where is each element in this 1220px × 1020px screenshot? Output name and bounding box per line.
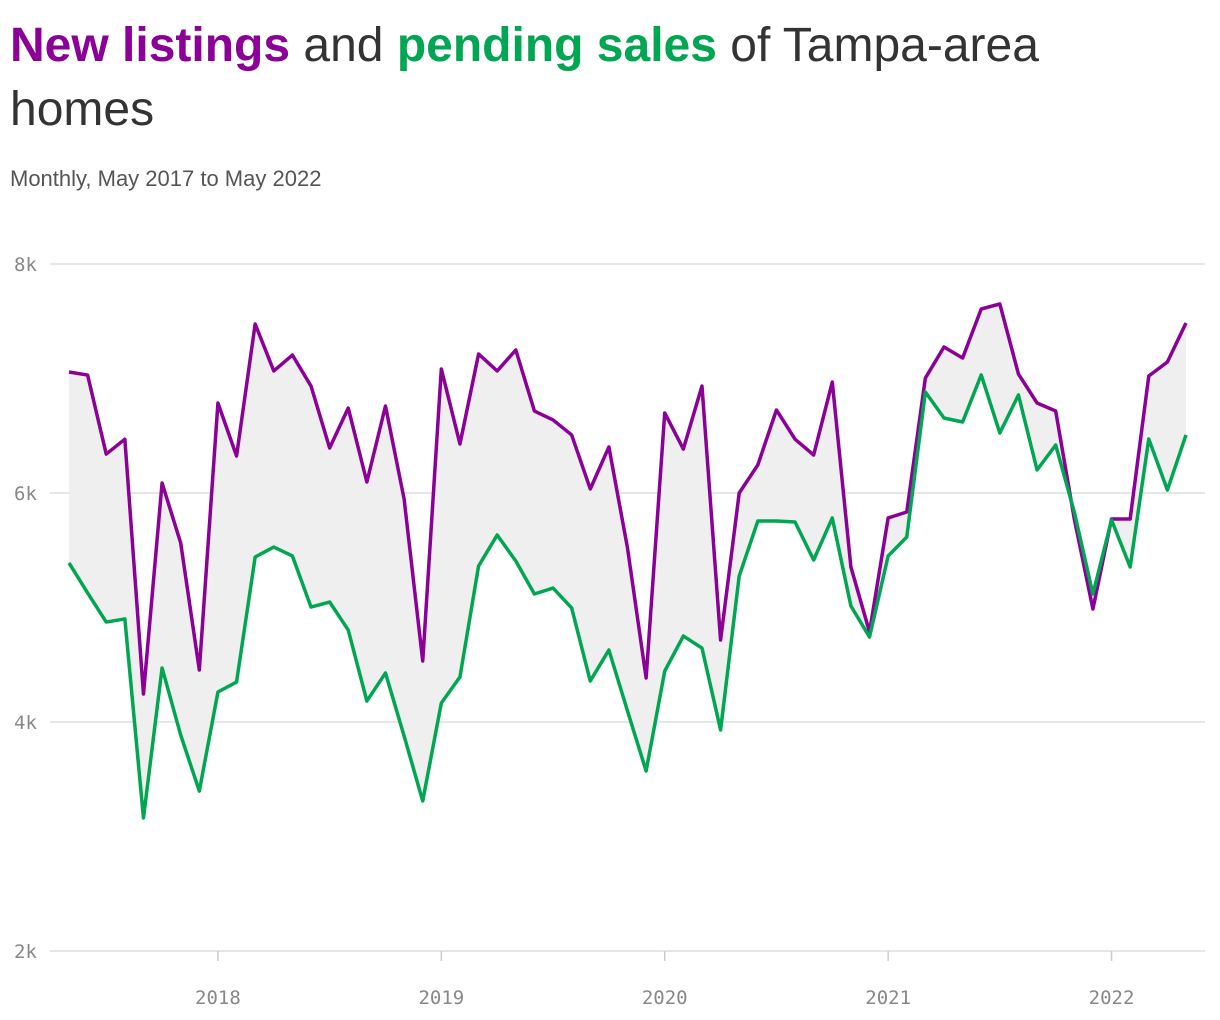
chart-subtitle: Monthly, May 2017 to May 2022 xyxy=(10,166,322,191)
title-text: of Tampa-area homes xyxy=(10,19,1053,136)
y-tick-label: 6k xyxy=(14,483,37,505)
y-tick-label: 4k xyxy=(14,712,37,734)
series-line xyxy=(67,373,1188,820)
x-tick-label: 2020 xyxy=(642,987,688,1009)
x-tick-label: 2021 xyxy=(865,987,911,1009)
range-band xyxy=(69,303,1186,818)
x-tick-label: 2019 xyxy=(418,987,464,1009)
legend-series-0: New listings xyxy=(10,19,291,72)
title-text: and xyxy=(290,19,397,72)
x-tick-label: 2018 xyxy=(195,987,241,1009)
y-tick-label: 8k xyxy=(14,254,37,276)
x-tick-label: 2022 xyxy=(1089,987,1135,1009)
series-line xyxy=(68,302,1188,696)
legend-series-1: pending sales xyxy=(396,19,717,72)
chart-title: New listings and pending sales of Tampa-… xyxy=(10,14,1190,142)
y-tick-label: 2k xyxy=(14,941,37,963)
